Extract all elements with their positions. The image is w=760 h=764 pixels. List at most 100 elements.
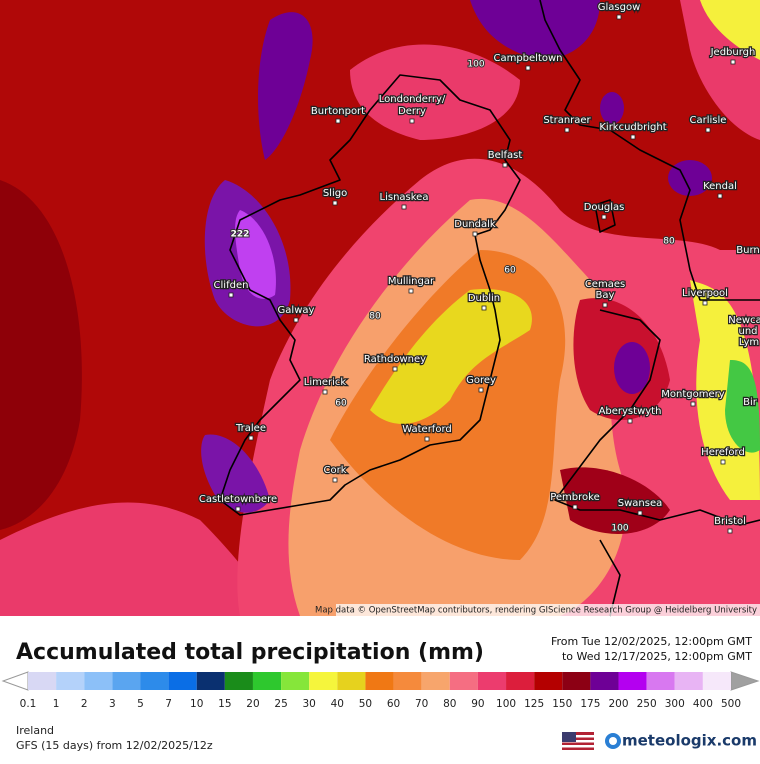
city-marker xyxy=(293,317,299,323)
colorbar: 0.1 1 2 3 5 7 10 15 20 25 30 40 50 60 70 80 90 100 125 150 1… xyxy=(1,671,760,710)
precip-area xyxy=(470,0,600,60)
colorbar-swatch xyxy=(112,672,141,690)
precip-area xyxy=(614,342,650,394)
city-marker xyxy=(601,214,607,220)
city-marker xyxy=(637,510,643,516)
city-marker xyxy=(322,389,328,395)
city-label: Rathdowney xyxy=(364,354,426,365)
contour-label: 100 xyxy=(467,60,484,70)
colorbar-swatch xyxy=(421,672,450,690)
colorbar-swatch xyxy=(393,672,422,690)
colorbar-swatch xyxy=(365,672,394,690)
precip-area xyxy=(350,44,520,140)
attribution: Map data © OpenStreetMap contributors, r… xyxy=(315,606,757,616)
to-date: to Wed 12/17/2025, 12:00pm GMT xyxy=(562,650,752,663)
city-marker xyxy=(408,288,414,294)
colorbar-swatch xyxy=(84,672,113,690)
colorbar-label: 175 xyxy=(580,698,600,710)
precip-area xyxy=(700,0,760,60)
coastline xyxy=(554,309,760,526)
city-label: Liverpool xyxy=(682,288,728,299)
city-label: Newca xyxy=(728,315,760,326)
colorbar-swatch xyxy=(252,672,282,690)
city-marker xyxy=(332,477,338,483)
colorbar-swatch xyxy=(337,672,366,690)
colorbar-swatch xyxy=(702,672,731,690)
colorbar-label: 0.1 xyxy=(20,698,37,710)
city-label: Douglas xyxy=(584,202,625,213)
colorbar-label: 25 xyxy=(274,698,287,710)
from-date: From Tue 12/02/2025, 12:00pm GMT xyxy=(551,635,752,648)
colorbar-swatch xyxy=(449,672,478,690)
colorbar-swatch xyxy=(168,672,197,690)
city-marker xyxy=(616,14,622,20)
coastline xyxy=(219,74,521,516)
colorbar-label: 250 xyxy=(637,698,657,710)
city-marker xyxy=(717,193,723,199)
model-run: GFS (15 days) from 12/02/2025/12z xyxy=(16,739,213,752)
city-label: Cemaes xyxy=(585,279,625,290)
city-label: Londonderry/ xyxy=(379,94,446,105)
colorbar-label: 40 xyxy=(331,698,344,710)
city-label: Kirkcudbright xyxy=(599,122,666,133)
precip-area xyxy=(201,434,270,513)
precip-area xyxy=(725,360,760,453)
city-label: Carlisle xyxy=(690,115,727,126)
attribution-bg xyxy=(336,604,760,616)
precip-area xyxy=(600,92,624,124)
colorbar-label: 20 xyxy=(246,698,259,710)
city-label: Jedburgh xyxy=(710,47,756,58)
city-label: Waterford xyxy=(402,424,451,435)
colorbar-swatch xyxy=(534,672,563,690)
colorbar-swatch xyxy=(28,672,57,690)
city-label: Burn xyxy=(736,245,759,256)
colorbar-label: 150 xyxy=(552,698,572,710)
colorbar-label: 400 xyxy=(693,698,713,710)
colorbar-label: 90 xyxy=(471,698,484,710)
precip-area xyxy=(258,12,313,161)
colorbar-swatch xyxy=(477,672,507,690)
city-label: Bir xyxy=(743,397,758,408)
city-label: Cork xyxy=(323,465,346,476)
brand: meteologix.com xyxy=(622,732,757,750)
city-marker xyxy=(730,59,736,65)
contour-label: 60 xyxy=(335,399,347,409)
colorbar-label: 3 xyxy=(109,698,116,710)
colorbar-swatch xyxy=(618,672,647,690)
city-marker xyxy=(630,134,636,140)
city-label: Tralee xyxy=(235,423,266,434)
colorbar-label: 5 xyxy=(137,698,144,710)
city-label: Mullingar xyxy=(388,276,435,287)
region: Ireland xyxy=(16,724,54,737)
colorbar-swatch xyxy=(646,672,675,690)
colorbar-swatch xyxy=(224,672,253,690)
precip-area xyxy=(0,502,280,616)
colorbar-label: 200 xyxy=(608,698,628,710)
logo: meteologix.com xyxy=(605,732,757,750)
city-label: Stranraer xyxy=(543,115,591,126)
city-marker xyxy=(401,204,407,210)
city-label: Montgomery xyxy=(661,389,724,400)
city-marker xyxy=(720,459,726,465)
colorbar-label: 100 xyxy=(496,698,516,710)
city-label: Derry xyxy=(398,106,426,117)
coastline xyxy=(599,539,621,617)
colorbar-swatch xyxy=(56,672,85,690)
map: Glasgow Campbeltown Jedburgh Burtonport Lond… xyxy=(0,0,760,617)
colorbar-arrow xyxy=(730,671,760,691)
precip-area xyxy=(370,289,532,424)
colorbar-swatch xyxy=(590,672,619,690)
colorbar-label: 15 xyxy=(218,698,231,710)
city-marker xyxy=(702,300,708,306)
city-marker xyxy=(705,127,711,133)
contour-label: 80 xyxy=(369,312,381,322)
city-marker xyxy=(502,162,508,168)
city-label: Aberystwyth xyxy=(599,406,662,417)
city-marker xyxy=(690,401,696,407)
colorbar-label: 500 xyxy=(721,698,741,710)
colorbar-swatch xyxy=(674,672,703,690)
city-label: Castletownbere xyxy=(199,494,277,505)
city-label: und xyxy=(738,326,757,337)
city-marker xyxy=(572,504,578,510)
